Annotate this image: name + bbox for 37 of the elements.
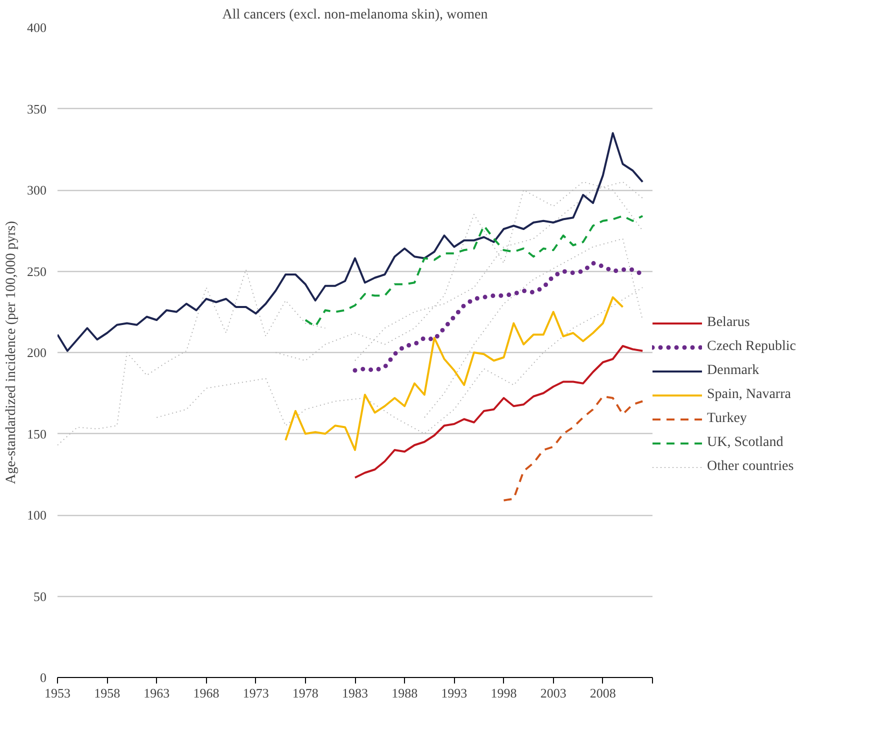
- legend-label: Other countries: [707, 459, 794, 475]
- line-series: [304, 215, 644, 328]
- y-tick-label: 100: [27, 508, 46, 522]
- chart-title: All cancers (excl. non-melanoma skin), women: [222, 8, 488, 22]
- line-series: [284, 296, 624, 451]
- legend-label: Belarus: [707, 315, 750, 331]
- x-tick-label: 1958: [94, 686, 120, 700]
- y-tick-label: 400: [27, 20, 46, 35]
- x-tick-label: 1993: [441, 686, 468, 700]
- y-tick-label: 50: [34, 588, 46, 604]
- y-axis-title: Age-standardized incidence (per 100,000 pyrs): [4, 220, 19, 484]
- line-series: [354, 345, 644, 479]
- legend-label: Turkey: [707, 411, 747, 427]
- legend-label: Denmark: [707, 363, 760, 379]
- x-tick-label: 1963: [144, 686, 170, 700]
- x-tick-label: 1968: [193, 686, 220, 700]
- x-tick-label: 1978: [292, 686, 318, 700]
- line-series: [58, 269, 326, 446]
- x-tick-label: 1988: [392, 686, 418, 700]
- legend-label: Czech Republic: [707, 339, 796, 355]
- x-tick-label: 2003: [540, 686, 566, 700]
- y-tick-label: 300: [27, 182, 46, 198]
- line-series: [58, 132, 644, 352]
- line-series: [275, 181, 644, 362]
- y-tick-label: 250: [27, 264, 46, 279]
- x-tick-label: 1973: [242, 686, 269, 700]
- x-tick-label: 1983: [342, 686, 368, 700]
- y-tick-label: 350: [27, 101, 46, 116]
- line-series: [502, 395, 644, 502]
- x-tick-label: 1998: [490, 686, 517, 700]
- legend-label: Spain, Navarra: [707, 387, 791, 403]
- x-tick-label: 2008: [590, 686, 616, 700]
- legend-label: UK, Scotland: [707, 435, 784, 451]
- y-tick-label: 200: [27, 345, 46, 360]
- y-tick-label: 0: [40, 670, 46, 685]
- x-tick-label: 1953: [44, 686, 70, 700]
- y-tick-label: 150: [27, 426, 46, 442]
